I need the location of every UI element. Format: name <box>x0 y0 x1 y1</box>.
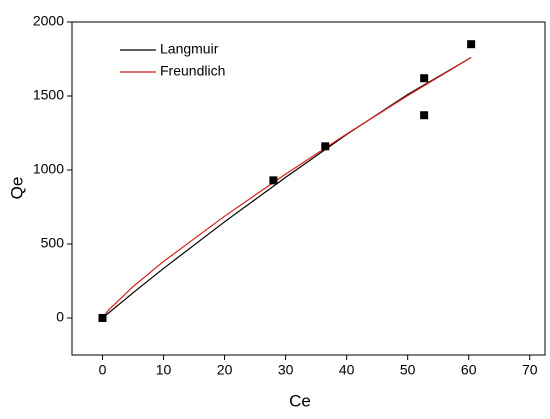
legend-label: Freundlich <box>160 63 225 79</box>
x-axis-label: Ce <box>289 391 311 410</box>
x-tick-label: 30 <box>278 362 294 378</box>
fit-line <box>102 57 472 319</box>
data-point <box>98 314 107 322</box>
data-point <box>321 142 330 151</box>
x-tick-label: 50 <box>400 362 416 378</box>
y-tick-label: 0 <box>56 309 64 325</box>
y-tick-label: 500 <box>41 235 65 251</box>
data-point <box>420 111 429 120</box>
data-point <box>269 176 278 185</box>
fit-line <box>102 57 472 319</box>
x-tick-label: 10 <box>156 362 172 378</box>
y-tick-label: 1500 <box>33 87 64 103</box>
x-tick-label: 20 <box>217 362 233 378</box>
data-point <box>420 74 429 83</box>
y-tick-label: 2000 <box>33 13 64 29</box>
data-point <box>467 40 476 49</box>
y-axis-label: Qe <box>7 177 26 200</box>
legend-label: Langmuir <box>160 41 219 57</box>
x-tick-label: 60 <box>461 362 477 378</box>
y-tick-label: 1000 <box>33 161 64 177</box>
x-tick-label: 0 <box>99 362 107 378</box>
x-tick-label: 70 <box>522 362 538 378</box>
plot-frame <box>71 21 546 356</box>
x-tick-label: 40 <box>339 362 355 378</box>
